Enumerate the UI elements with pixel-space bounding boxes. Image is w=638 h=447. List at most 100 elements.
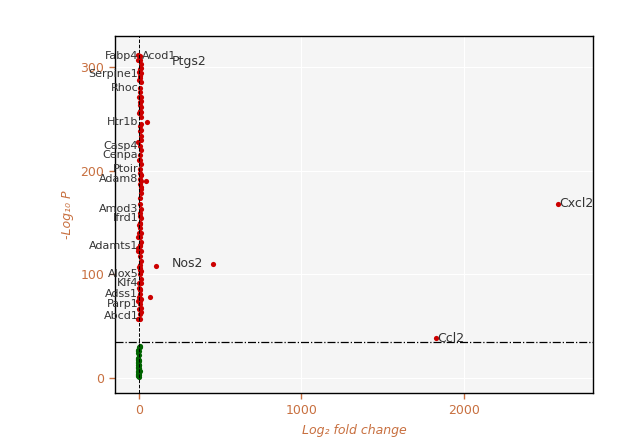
Point <box>135 210 145 217</box>
Point <box>136 121 146 128</box>
Point <box>133 371 144 378</box>
Point <box>135 342 145 349</box>
Point <box>135 343 145 350</box>
Point <box>135 233 145 240</box>
Point <box>133 358 144 366</box>
Point <box>133 244 144 251</box>
Point <box>135 221 145 228</box>
Point <box>133 358 144 365</box>
Point <box>135 295 145 303</box>
Text: Ptgs2: Ptgs2 <box>172 55 206 68</box>
Point <box>133 373 144 380</box>
Text: Cxcl2: Cxcl2 <box>560 197 593 210</box>
Point <box>135 267 145 274</box>
Point <box>133 367 143 374</box>
Text: Adss1: Adss1 <box>105 289 138 299</box>
Point <box>135 212 145 219</box>
Point <box>135 310 145 317</box>
Point <box>135 286 145 293</box>
Point <box>133 351 144 358</box>
Point <box>135 104 145 111</box>
Text: Parp1: Parp1 <box>107 299 138 309</box>
Point <box>137 184 147 191</box>
Point <box>136 171 146 178</box>
Point <box>133 369 144 376</box>
Point <box>135 181 145 188</box>
Point <box>133 350 143 357</box>
Point <box>135 84 145 91</box>
Point <box>133 371 144 378</box>
Point <box>135 56 145 63</box>
Point <box>133 264 144 271</box>
Point <box>208 260 218 267</box>
Point <box>136 205 146 212</box>
Point <box>133 360 144 367</box>
Point <box>135 276 145 283</box>
Point <box>133 361 143 368</box>
Text: Htr1b: Htr1b <box>107 117 138 127</box>
Point <box>133 139 144 146</box>
Point <box>135 265 145 272</box>
Point <box>133 364 143 371</box>
Point <box>135 88 145 95</box>
Point <box>134 221 144 228</box>
Point <box>135 248 145 255</box>
Point <box>133 279 144 287</box>
Point <box>136 305 146 312</box>
Point <box>135 166 145 173</box>
Point <box>136 190 146 197</box>
Point <box>135 69 145 76</box>
Point <box>135 75 145 82</box>
Point <box>135 365 145 372</box>
Point <box>133 76 144 83</box>
Point <box>135 186 145 193</box>
Point <box>134 362 144 369</box>
Point <box>133 347 143 354</box>
Point <box>133 354 144 362</box>
Point <box>136 64 146 71</box>
Point <box>134 230 144 237</box>
Point <box>135 98 145 105</box>
Point <box>136 238 146 245</box>
Text: Amod3: Amod3 <box>99 204 138 214</box>
Point <box>133 346 144 354</box>
Point <box>134 293 144 300</box>
Point <box>135 270 145 278</box>
Point <box>133 56 143 63</box>
Point <box>135 261 145 268</box>
Text: Casp4: Casp4 <box>104 141 138 151</box>
Point <box>135 170 145 177</box>
Point <box>135 285 145 292</box>
Text: Fabp4: Fabp4 <box>105 51 138 62</box>
Point <box>135 224 145 231</box>
Point <box>133 156 144 163</box>
Point <box>135 152 145 159</box>
Point <box>133 356 143 363</box>
Point <box>431 335 441 342</box>
Point <box>133 368 144 375</box>
Point <box>136 79 146 86</box>
Point <box>133 365 144 372</box>
Point <box>135 220 145 227</box>
Point <box>136 229 146 236</box>
Point <box>133 372 143 380</box>
Text: Klf4: Klf4 <box>117 278 138 288</box>
Point <box>134 347 144 354</box>
Point <box>145 293 155 300</box>
Point <box>135 290 145 297</box>
Point <box>135 301 145 308</box>
Point <box>135 101 145 108</box>
Point <box>134 110 144 117</box>
Point <box>136 113 146 120</box>
Point <box>133 362 144 369</box>
Point <box>133 297 144 304</box>
Text: Adam8: Adam8 <box>99 174 138 184</box>
Point <box>135 252 145 259</box>
Point <box>136 257 146 264</box>
Point <box>133 51 143 59</box>
Point <box>133 370 144 377</box>
Point <box>142 118 152 125</box>
Point <box>135 241 145 249</box>
Text: Serpine1: Serpine1 <box>89 69 138 79</box>
Point <box>134 284 144 291</box>
